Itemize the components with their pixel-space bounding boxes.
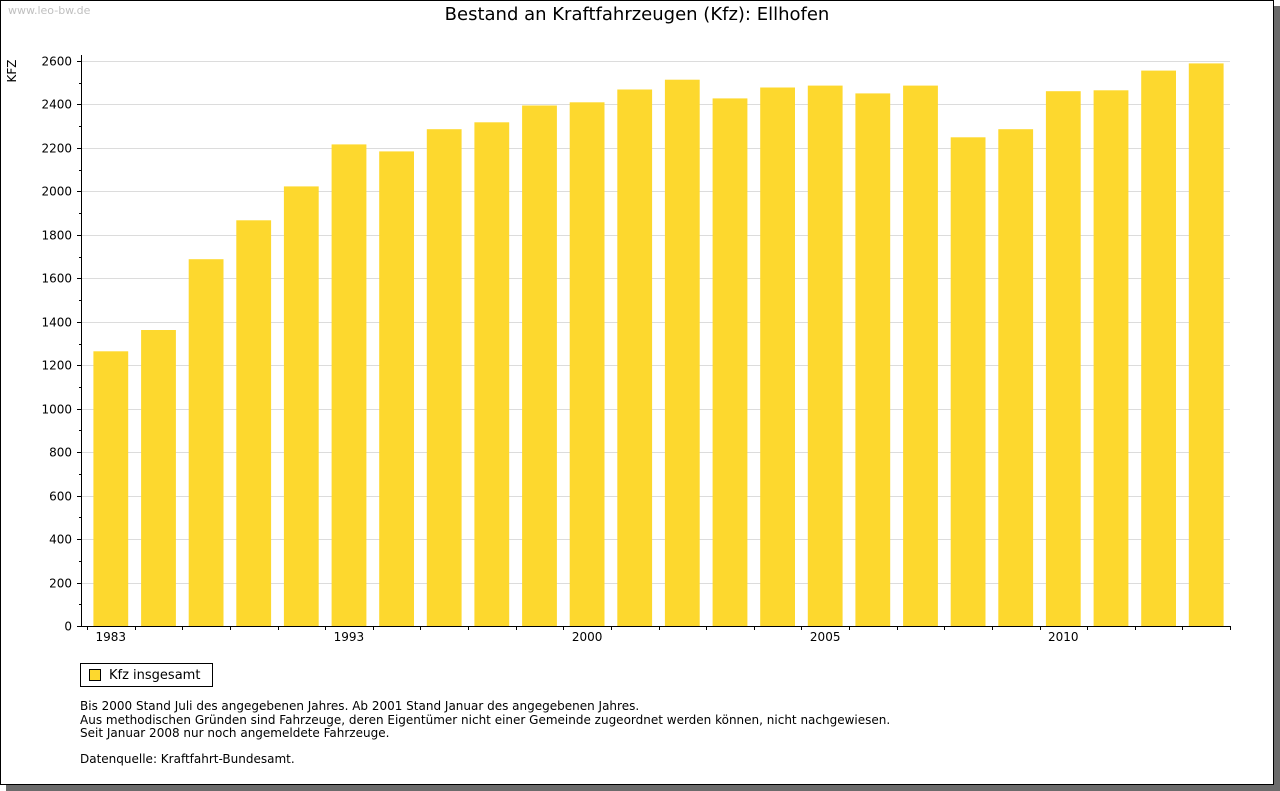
frame-shadow-bottom (6, 785, 1280, 791)
bar (760, 87, 795, 626)
bar (569, 102, 605, 627)
bar (855, 93, 891, 626)
y-tick-label: 2000 (41, 185, 72, 199)
bar (283, 186, 319, 626)
watermark: www.leo-bw.de (8, 4, 91, 17)
note-line: Bis 2000 Stand Juli des angegebenen Jahr… (80, 699, 640, 713)
bar (664, 79, 700, 626)
legend-swatch (89, 669, 101, 681)
bar (617, 89, 653, 626)
y-tick-label: 800 (49, 446, 72, 460)
x-tick-label: 1983 (96, 630, 127, 644)
y-tick-label: 2200 (41, 142, 72, 156)
y-tick-label: 2600 (41, 55, 72, 69)
y-tick-label: 1600 (41, 272, 72, 286)
chart-title: Bestand an Kraftfahrzeugen (Kfz): Ellhof… (444, 4, 830, 25)
frame-shadow-right (1274, 6, 1280, 791)
bar (807, 85, 843, 627)
data-source: Datenquelle: Kraftfahrt-Bundesamt. (80, 752, 295, 766)
bar (141, 330, 176, 626)
bar (188, 259, 224, 626)
note-line: Seit Januar 2008 nur noch angemeldete Fa… (80, 726, 390, 740)
y-tick-label: 1200 (41, 359, 72, 373)
bar (331, 144, 367, 626)
bar (379, 151, 414, 626)
x-tick-label: 2005 (810, 630, 841, 644)
y-axis-label: KFZ (5, 60, 19, 83)
bar (522, 105, 557, 626)
x-tick-label: 2010 (1048, 630, 1079, 644)
bar (1093, 90, 1129, 627)
y-tick-label: 0 (64, 620, 72, 634)
x-tick-label: 2000 (572, 630, 603, 644)
bar (474, 122, 510, 627)
legend: Kfz insgesamt (80, 663, 214, 687)
bar (950, 137, 986, 627)
bar (93, 351, 129, 626)
bar (1045, 91, 1081, 626)
y-tick-label: 1800 (41, 229, 72, 243)
bar (426, 129, 462, 626)
chart-notes: Bis 2000 Stand Juli des angegebenen Jahr… (80, 699, 891, 741)
bar (236, 220, 272, 627)
note-line: Aus methodischen Gründen sind Fahrzeuge,… (80, 712, 891, 727)
bar (1141, 70, 1176, 627)
bar (998, 129, 1034, 626)
y-tick-label: 600 (49, 490, 72, 504)
legend-label: Kfz insgesamt (109, 667, 201, 683)
chart-plot: 0 200 400 600 800 1000 1200 1400 1600 1800 2000 220… (5, 55, 1231, 644)
y-tick-label: 200 (49, 577, 72, 591)
y-tick-label: 1000 (41, 403, 72, 417)
y-tick-label: 400 (49, 533, 72, 547)
bar (712, 98, 748, 626)
bar (903, 85, 938, 627)
bar (1188, 63, 1224, 626)
y-tick-label: 2400 (41, 98, 72, 112)
x-tick-label: 1993 (334, 630, 365, 644)
y-tick-label: 1400 (41, 316, 72, 330)
